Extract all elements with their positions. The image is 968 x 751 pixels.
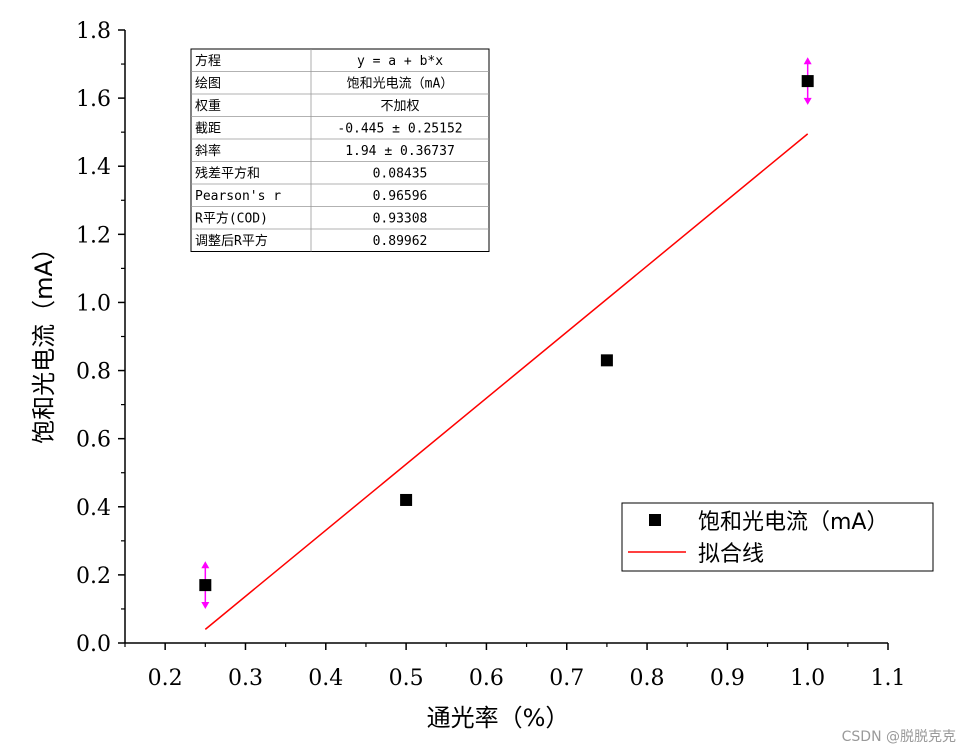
tick-labels: 0.0 0.2 0.4 0.6 0.8 1.0 1.2 1.4 1.6 1.8 0.2 0.3 0.4 0… [76,19,906,691]
y-tick-label: 1.0 [76,291,111,316]
tick-marks [118,29,889,650]
x-tick-label: 0.2 [148,666,183,691]
legend: 饱和光电流（mA） 拟合线 [621,502,934,572]
x-tick-label: 0.4 [308,666,343,691]
x-tick-label: 1.0 [790,666,825,691]
table-label: Pearson's r [195,189,281,204]
y-tick-label: 1.8 [76,19,111,44]
y-tick-label: 0.6 [76,428,111,453]
table-frame [190,48,490,252]
watermark: CSDN @脱脱克克 [842,729,956,745]
table-label: 权重 [195,98,221,114]
x-tick-label: 1.1 [871,666,906,691]
table-value: y = a + b*x [357,54,443,69]
x-tick-label: 0.7 [549,666,584,691]
error-cap-bottom [201,601,210,609]
table-label: R平方(COD) [195,211,268,227]
legend-label-fit: 拟合线 [698,542,764,567]
table-label: 调整后R平方 [195,233,268,249]
table-value: 不加权 [380,98,419,114]
table-label: 绘图 [195,77,221,92]
legend-label-scatter: 饱和光电流（mA） [698,510,888,535]
fit-line-group [204,133,809,630]
table-label: 截距 [195,122,221,137]
table-value: -0.445 ± 0.25152 [337,122,462,137]
table-value: 饱和光电流（mA） [347,77,454,92]
y-axis-title: 饱和光电流（mA） [30,236,58,444]
y-tick-label: 0.4 [76,496,111,521]
data-points [199,75,814,592]
table-value: 0.08435 [373,167,428,182]
data-point [600,354,613,367]
error-cap-top [201,561,210,569]
error-cap-top [803,57,812,65]
fit-line [204,133,809,630]
error-cap-bottom [803,97,812,105]
y-tick-label: 0.0 [76,632,111,657]
x-tick-label: 0.9 [710,666,745,691]
table-value: 1.94 ± 0.36737 [345,144,455,159]
table-label: 方程 [195,53,221,69]
x-tick-label: 0.8 [630,666,665,691]
data-point [199,579,212,592]
x-tick-label: 0.5 [389,666,424,691]
x-axis-title: 通光率（%） [427,704,570,732]
y-tick-label: 0.8 [76,360,111,385]
x-tick-label: 0.6 [469,666,504,691]
y-tick-label: 1.2 [76,223,111,248]
table-value: 0.93308 [373,212,428,227]
x-tick-label: 0.3 [228,666,263,691]
data-point [400,493,413,506]
table-label: 残差平方和 [195,166,260,182]
legend-frame [621,502,934,572]
table-value: 0.89962 [373,234,428,249]
data-point [801,75,814,88]
y-tick-label: 0.2 [76,564,111,589]
y-tick-label: 1.6 [76,87,111,112]
legend-marker-scatter [649,514,661,526]
table-value: 0.96596 [373,189,428,204]
error-bars [201,57,812,609]
table-label: 斜率 [195,143,221,159]
y-tick-label: 1.4 [76,155,111,180]
